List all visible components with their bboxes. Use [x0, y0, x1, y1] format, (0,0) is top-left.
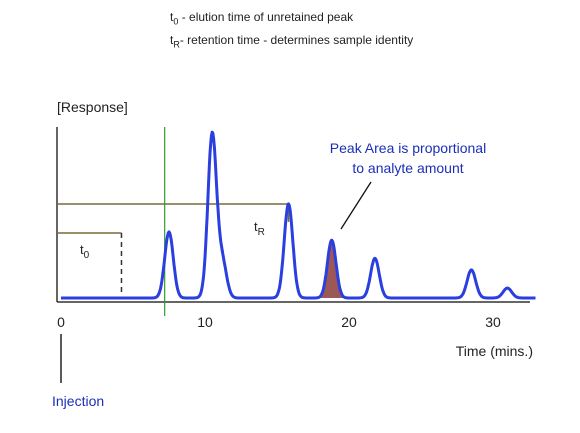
- x-tick-2: 20: [341, 314, 357, 330]
- legend-t0-symbol: t: [170, 10, 174, 24]
- legend-tr: tR- retention time - determines sample i…: [170, 33, 413, 49]
- legend-tr-text: - retention time - determines sample ide…: [179, 33, 414, 47]
- annotation-line-2: to analyte amount: [352, 160, 463, 176]
- x-tick-0: 0: [57, 314, 65, 330]
- t0-marker-symbol: t: [80, 242, 84, 257]
- injection-label: Injection: [52, 393, 104, 409]
- t0-marker-label: t0: [80, 242, 90, 261]
- peak-6: [373, 256, 377, 260]
- tr-marker-symbol: t: [254, 219, 258, 234]
- legend-tr-sub: R: [173, 39, 180, 50]
- legend-tr-symbol: t: [170, 33, 174, 47]
- chromatogram-trace: [60, 130, 537, 300]
- tr-marker-sub: R: [258, 227, 265, 238]
- legend-t0-sub: 0: [173, 16, 179, 27]
- peak-8: [505, 286, 509, 290]
- peak-4: [287, 202, 291, 206]
- peak-2: [210, 130, 214, 134]
- x-tick-3: 30: [485, 314, 501, 330]
- legend-t0-text: - elution time of unretained peak: [178, 10, 354, 24]
- peak-1: [167, 230, 171, 234]
- x-axis-label: Time (mins.): [456, 343, 533, 359]
- y-axis-label: [Response]: [57, 99, 128, 115]
- peak-7: [469, 268, 473, 272]
- peak-5: [330, 238, 334, 242]
- tr-marker-label: tR: [254, 219, 265, 238]
- x-tick-1: 10: [197, 314, 213, 330]
- annotation-line-1: Peak Area is proportional: [330, 140, 486, 156]
- peak-apexes: [167, 130, 509, 290]
- annotation-pointer: [340, 181, 372, 230]
- peak-3: [220, 249, 224, 253]
- t0-marker-sub: 0: [84, 250, 90, 261]
- legend-t0: t0 - elution time of unretained peak: [170, 10, 353, 26]
- x-tick-labels: 0 10 20 30: [57, 314, 501, 330]
